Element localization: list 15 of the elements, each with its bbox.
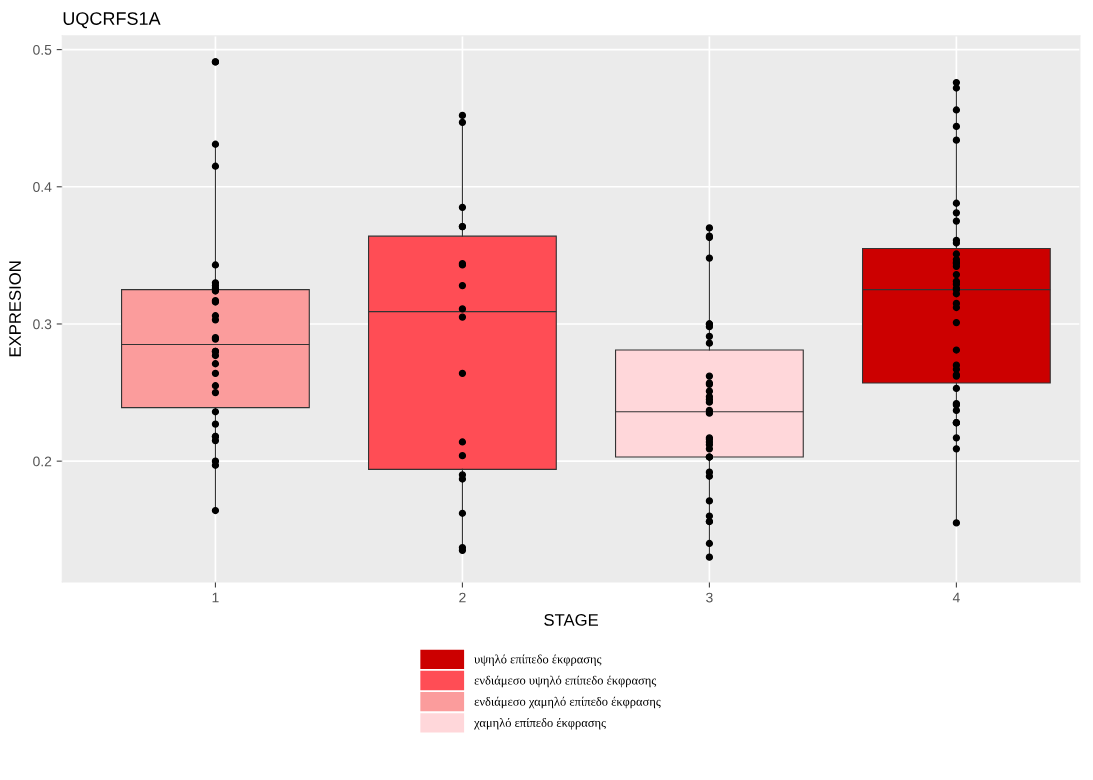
- x-axis-title: STAGE: [544, 614, 599, 626]
- x-tick-label: 1: [212, 592, 219, 603]
- y-tick-label: 0.4: [33, 182, 52, 192]
- y-tick-label: 0.5: [33, 44, 52, 55]
- legend-label: ενδιάμεσο υψηλό επίπεδο έκφρασης: [474, 675, 657, 688]
- y-tick-label: 0.2: [33, 456, 52, 467]
- x-tick-label: 3: [706, 592, 713, 603]
- y-axis-title: EXPRESION: [9, 261, 21, 357]
- chart-title: UQCRFS1A: [63, 12, 161, 29]
- x-tick-label: 2: [459, 592, 466, 603]
- legend-label: υψηλό επίπεδο έκφρασης: [474, 654, 602, 666]
- y-tick-label: 0.3: [33, 319, 52, 330]
- legend-label: ενδιάμεσο χαμηλό επίπεδο έκφρασης: [474, 696, 661, 709]
- x-tick-label: 4: [952, 592, 960, 603]
- legend-label: χαμηλό επίπεδο έκφρασης: [474, 718, 606, 730]
